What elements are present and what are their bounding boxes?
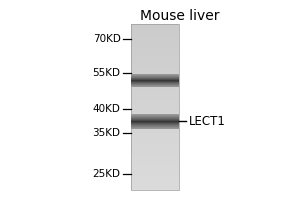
Text: 70KD: 70KD: [93, 34, 121, 44]
Text: 40KD: 40KD: [93, 104, 121, 114]
Text: Mouse liver: Mouse liver: [140, 9, 220, 23]
Text: LECT1: LECT1: [188, 115, 225, 128]
Text: 25KD: 25KD: [93, 169, 121, 179]
Text: 35KD: 35KD: [93, 128, 121, 138]
Bar: [130, 24, 178, 190]
Text: 55KD: 55KD: [93, 68, 121, 78]
